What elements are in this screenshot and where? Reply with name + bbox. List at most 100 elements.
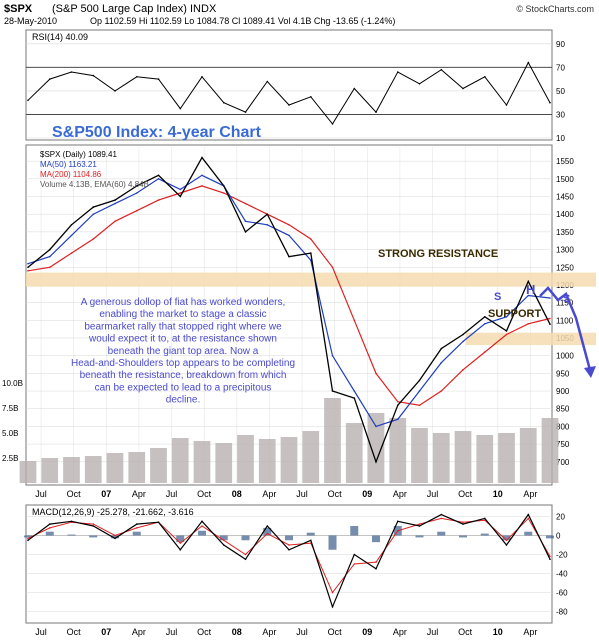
- rsi-tick-label: 10: [556, 134, 565, 143]
- macd-histogram-bar: [241, 535, 250, 541]
- rsi-legend: RSI(14) 40.09: [32, 32, 88, 42]
- ma200-line-point: [484, 351, 486, 353]
- chart-title: S&P500 Index: 4-year Chart: [52, 124, 262, 141]
- volume-bar: [280, 437, 298, 483]
- volume-bar: [324, 398, 341, 483]
- price-tick-label: 1250: [556, 263, 574, 272]
- macd-signal-line-point: [397, 530, 399, 532]
- rsi-line-point: [288, 104, 290, 106]
- macd-tick-label: 20: [556, 513, 565, 522]
- macd-signal-line-point: [201, 525, 203, 527]
- rsi-line-point: [549, 101, 551, 104]
- annotation-line: enabling the market to stage a classic: [99, 309, 266, 320]
- macd-line-point: [484, 517, 486, 520]
- volume-bar: [389, 418, 407, 483]
- ma50-line-point: [505, 316, 508, 318]
- rsi-tick-label: 50: [556, 87, 565, 96]
- macd-signal-line-point: [27, 537, 29, 540]
- macd-histogram-bar: [524, 531, 533, 536]
- support-zone: [466, 332, 596, 346]
- macd-histogram-bar: [285, 535, 293, 541]
- macd-line-point: [549, 558, 551, 561]
- macd-histogram-bar: [502, 535, 511, 541]
- price-line-point: [201, 156, 203, 159]
- ma200-line-point: [505, 333, 508, 336]
- price-layer: 7007508008509009501000105011001150120012…: [2, 147, 596, 483]
- macd-histogram-bar: [480, 533, 489, 536]
- price-line-point: [244, 231, 247, 233]
- macd-layer: -80 -60 -40 -20 0 20: [24, 513, 568, 617]
- macd-line-point: [440, 513, 443, 516]
- price-tick-label: 1300: [556, 246, 574, 255]
- ma50-line-point: [266, 224, 269, 226]
- rsi-line-point: [266, 80, 269, 83]
- macd-histogram-bar: [89, 535, 98, 538]
- macd-tick-label: -20: [556, 551, 568, 560]
- volume-bar: [171, 438, 189, 483]
- watermark: © StockCharts.com: [516, 4, 594, 14]
- macd-signal-line-point: [114, 534, 116, 537]
- ma200-line-point: [375, 372, 377, 375]
- macd-x-tick-label: Oct: [328, 627, 343, 637]
- price-tick-label: 1500: [556, 175, 574, 184]
- macd-signal-line-point: [484, 519, 486, 522]
- macd-signal-line-point: [353, 563, 356, 565]
- macd-histogram-bar: [372, 535, 380, 543]
- rsi-line-point: [397, 71, 399, 73]
- rsi-panel: [25, 29, 553, 141]
- price-x-tick-label: Oct: [197, 489, 212, 499]
- macd-x-tick-label: Jul: [427, 627, 439, 637]
- price-x-tick-label: Jul: [35, 489, 47, 499]
- right-shoulder-label: S: [563, 293, 570, 305]
- ma50-line-point: [157, 178, 160, 180]
- macd-signal-line-point: [244, 553, 247, 556]
- volume-tick-label: 2.5B: [2, 454, 18, 463]
- rsi-line-point: [331, 123, 334, 125]
- macd-signal-line-point: [375, 561, 377, 563]
- rsi-line-point: [440, 68, 443, 71]
- legend-ma50: MA(50) 1163.21: [40, 160, 97, 169]
- volume-bar: [106, 453, 124, 483]
- volume-bar: [541, 418, 559, 483]
- macd-histogram-bar: [328, 535, 337, 550]
- ma50-line-point: [136, 192, 138, 194]
- macd-histogram-bar: [176, 535, 185, 543]
- annotation-line: bearmarket rally that stopped right wher…: [84, 321, 282, 332]
- macd-signal-line-point: [418, 523, 421, 525]
- annotation-line: A generous dollop of fiat has worked won…: [81, 297, 286, 308]
- ma200-line-point: [331, 266, 334, 269]
- ma200-line-point: [397, 400, 399, 403]
- rsi-line-point: [179, 107, 182, 110]
- price-line-point: [505, 330, 508, 332]
- volume-bar: [19, 461, 37, 483]
- rsi-tick-label: 30: [556, 110, 565, 119]
- price-x-tick-label: Oct: [458, 489, 473, 499]
- ma200-line-point: [49, 266, 51, 269]
- annotation-line: beneath the giant top area. Now a: [108, 346, 259, 357]
- macd-signal-line-point: [331, 591, 334, 594]
- rsi-line-point: [462, 87, 464, 90]
- legend-volume: Volume 4.13B, EMA(60) 4.84B: [40, 180, 149, 189]
- annotation-line: would expect it to, at the resistance sh…: [88, 334, 277, 345]
- macd-signal-line-point: [549, 555, 551, 558]
- rsi-line-point: [27, 99, 29, 102]
- macd-x-tick-label: Apr: [132, 627, 146, 637]
- price-tick-label: 900: [556, 387, 570, 396]
- price-line-point: [49, 248, 51, 251]
- ma200-line-point: [136, 209, 138, 212]
- price-tick-label: 1150: [556, 299, 574, 308]
- macd-line-point: [527, 513, 530, 516]
- price-line-point: [397, 404, 399, 407]
- legend-spx: $SPX (Daily) 1089.41: [40, 150, 117, 159]
- ma50-line-point: [244, 220, 247, 223]
- rsi-line-point: [505, 104, 508, 106]
- price-tick-label: 1100: [556, 316, 574, 325]
- ma200-line-point: [288, 224, 290, 226]
- macd-signal-line-point: [179, 542, 182, 544]
- macd-signal-line-point: [223, 539, 225, 542]
- rsi-line-point: [201, 76, 203, 78]
- price-tick-label: 700: [556, 458, 570, 467]
- macd-histogram-bar: [45, 531, 54, 536]
- macd-line-point: [92, 525, 95, 527]
- resistance-zone: [26, 272, 596, 287]
